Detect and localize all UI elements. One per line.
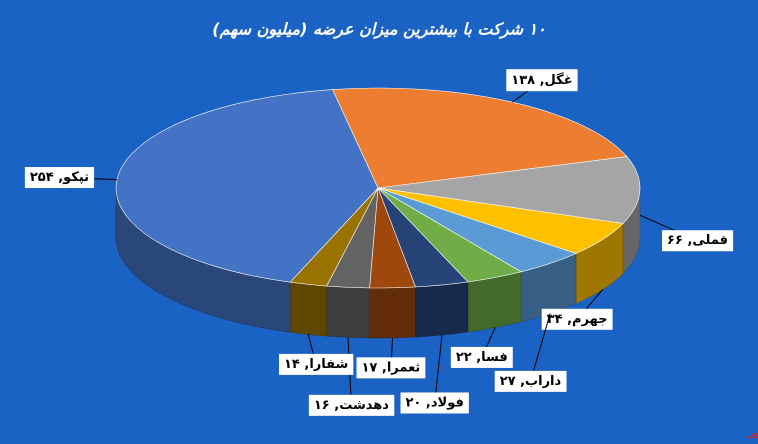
- label-box: [24, 167, 95, 189]
- leader-line: [529, 313, 551, 382]
- labels: غگل, ۱۳۸ فملی, ۶۶ جهرم, ۳۴ داراب, ۲۷ فسا, ۲۲…: [24, 69, 734, 416]
- source: بورس نیوز: [747, 428, 758, 439]
- label-box: [308, 394, 395, 416]
- data-label: تپکو, ۲۵۴: [30, 170, 89, 185]
- label-box: [506, 69, 578, 92]
- label-box: [400, 392, 469, 414]
- data-label: غگل, ۱۳۸: [511, 72, 572, 88]
- label-box: [541, 308, 613, 330]
- slice-side: [369, 286, 416, 339]
- label-box: [356, 357, 426, 379]
- slice-side: [289, 281, 327, 337]
- label-box: [494, 370, 567, 392]
- data-label: شفارا, ۱۴: [284, 357, 348, 372]
- data-label: فولاد, ۲۰: [406, 395, 464, 410]
- data-label: فملی, ۶۶: [667, 233, 728, 248]
- pie-tops: [115, 87, 641, 289]
- label-box: [278, 353, 354, 375]
- data-label: جهرم, ۳۴: [547, 312, 608, 327]
- data-label: داراب, ۲۷: [500, 374, 562, 389]
- label-box: [450, 346, 513, 368]
- slice: [115, 89, 379, 283]
- chart-title: ۱۰ شرکت با بیشترین میزان عرضه (میلیون سه…: [212, 20, 545, 40]
- label-box: [662, 230, 734, 252]
- data-label: دهدشت, ۱۶: [314, 398, 389, 413]
- leader-line: [434, 334, 443, 404]
- slice-side: [326, 285, 370, 339]
- data-label: ثعمرا, ۱۷: [361, 360, 420, 375]
- slice: [377, 156, 641, 224]
- data-label: فسا, ۲۲: [456, 350, 508, 365]
- slice-side: [415, 281, 469, 338]
